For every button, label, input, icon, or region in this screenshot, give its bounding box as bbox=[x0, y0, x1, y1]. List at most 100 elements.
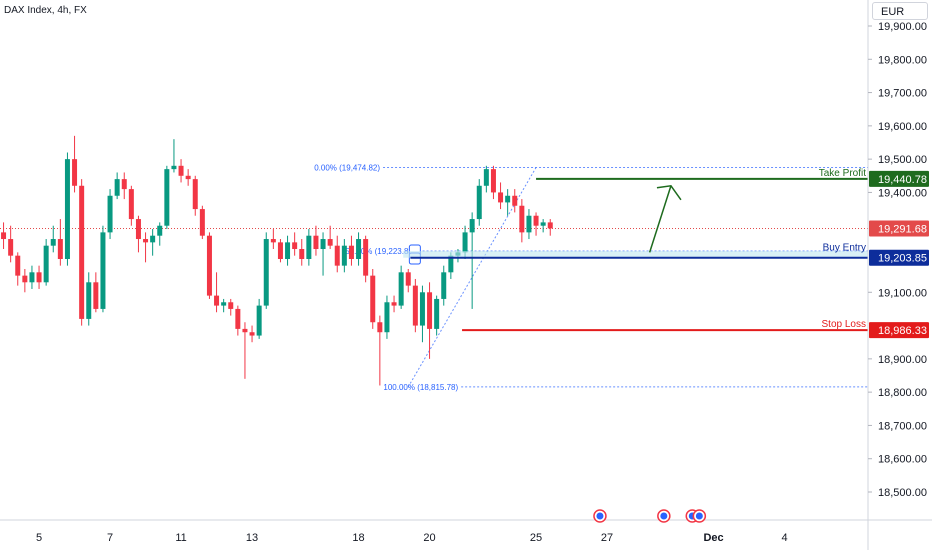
candle-body bbox=[285, 242, 291, 259]
candle-body bbox=[483, 169, 489, 186]
stop-loss-label: Stop Loss bbox=[822, 319, 866, 330]
price-tick-label: 19,700.00 bbox=[878, 88, 927, 100]
price-tick-label: 19,100.00 bbox=[878, 287, 927, 299]
candle-body bbox=[370, 275, 376, 323]
candle-body bbox=[263, 239, 269, 306]
candle-body bbox=[43, 245, 49, 283]
trade-levels: Take Profit Buy Entry Stop Loss bbox=[403, 168, 868, 332]
candle-body bbox=[235, 308, 241, 329]
candle-body bbox=[398, 272, 404, 306]
candle-body bbox=[505, 195, 511, 203]
candle-body bbox=[384, 302, 390, 333]
candle-body bbox=[547, 222, 553, 229]
projection-arrow-head bbox=[656, 184, 682, 201]
candle-body bbox=[178, 165, 184, 176]
candle-body bbox=[192, 179, 198, 210]
candle-body bbox=[533, 215, 539, 226]
current-price-tag: 19,291.68 bbox=[878, 223, 927, 235]
fib-retracement: 0.00% (19,474.82) 50.00% (19,223.88) 100.0… bbox=[314, 164, 868, 392]
candle-body bbox=[157, 225, 163, 236]
candle-body bbox=[526, 215, 532, 233]
candle-body bbox=[356, 239, 362, 259]
candle-body bbox=[206, 235, 212, 296]
candle-body bbox=[441, 272, 447, 299]
event-markers bbox=[593, 509, 707, 523]
candle-body bbox=[490, 169, 496, 193]
buy-entry-price-tag: 19,203.85 bbox=[878, 253, 927, 265]
price-tick-label: 19,600.00 bbox=[878, 121, 927, 133]
candle-body bbox=[86, 282, 92, 319]
time-tick-label: 5 bbox=[36, 532, 42, 544]
candle-body bbox=[292, 242, 298, 250]
price-tick-label: 18,600.00 bbox=[878, 454, 927, 466]
candle-body bbox=[277, 242, 283, 259]
candle-body bbox=[476, 185, 482, 220]
candle-body bbox=[519, 205, 525, 233]
candle-body bbox=[427, 292, 433, 329]
time-axis: 5 7 11 13 18 20 25 27 Dec 4 bbox=[0, 519, 932, 544]
candle-body bbox=[419, 292, 425, 326]
time-tick-label: 27 bbox=[601, 532, 613, 544]
fib-level-label: 0.00% (19,474.82) bbox=[314, 164, 380, 173]
candle-body bbox=[313, 235, 319, 250]
candle-body bbox=[50, 239, 56, 246]
time-tick-label: 11 bbox=[175, 532, 186, 544]
fib-level-label: 100.00% (18,815.78) bbox=[383, 383, 458, 392]
candle-body bbox=[199, 209, 205, 236]
candle-body bbox=[107, 195, 113, 233]
candle-body bbox=[498, 192, 504, 203]
candle-body bbox=[36, 272, 42, 283]
candle-body bbox=[114, 179, 120, 196]
candle-body bbox=[150, 235, 156, 243]
price-axis: 19,900.00 19,800.00 19,700.00 19,600.00 19,5… bbox=[867, 0, 929, 550]
event-marker-dot bbox=[596, 512, 604, 520]
projection-arrow-shaft bbox=[648, 185, 672, 253]
candle-body bbox=[412, 285, 418, 326]
price-tick-label: 18,900.00 bbox=[878, 354, 927, 366]
time-tick-label: 7 bbox=[107, 532, 113, 544]
candle-body bbox=[121, 179, 127, 190]
candle-body bbox=[462, 232, 468, 253]
candle-body bbox=[128, 189, 134, 220]
event-marker-dot bbox=[695, 512, 703, 520]
time-tick-label: 20 bbox=[423, 532, 435, 544]
price-tick-label: 19,800.00 bbox=[878, 54, 927, 66]
price-tick-label: 18,700.00 bbox=[878, 420, 927, 432]
candle-body bbox=[79, 185, 85, 319]
take-profit-price-tag-bg bbox=[869, 170, 929, 187]
candle-body bbox=[540, 222, 546, 226]
stop-loss-price-tag: 18,986.33 bbox=[878, 325, 927, 337]
candle-body bbox=[164, 169, 170, 226]
candle-body bbox=[299, 249, 305, 259]
candle-body bbox=[228, 302, 234, 309]
price-tick-label: 19,400.00 bbox=[878, 187, 927, 199]
candle-body bbox=[8, 239, 14, 256]
time-tick-label: 4 bbox=[781, 532, 787, 544]
candle-body bbox=[72, 159, 78, 186]
candle-body bbox=[377, 322, 383, 333]
currency-selector[interactable]: EUR bbox=[872, 2, 928, 20]
candle-body bbox=[363, 239, 369, 276]
candle-body bbox=[320, 239, 326, 250]
current-price-tag-bg bbox=[869, 220, 929, 237]
candle-body bbox=[434, 298, 440, 329]
buy-entry-label: Buy Entry bbox=[823, 243, 866, 254]
candle-body bbox=[214, 295, 220, 306]
fib-level-label: 50.00% (19,223.88) bbox=[345, 247, 416, 256]
price-tick-label: 19,500.00 bbox=[878, 154, 927, 166]
candle-body bbox=[448, 255, 454, 273]
candle-body bbox=[221, 302, 227, 306]
take-profit-price-tag: 19,440.78 bbox=[878, 174, 927, 186]
candle-body bbox=[341, 245, 347, 266]
candle-body bbox=[1, 232, 7, 240]
candle-body bbox=[270, 239, 276, 243]
buy-entry-price-tag-bg bbox=[869, 249, 929, 266]
candle-body bbox=[57, 239, 63, 259]
candle-body bbox=[256, 305, 262, 336]
candle-body bbox=[64, 159, 70, 259]
chart-title: DAX Index, 4h, FX bbox=[4, 5, 87, 16]
candle-body bbox=[469, 219, 475, 233]
candle-body bbox=[135, 219, 141, 240]
candle-body bbox=[15, 255, 21, 276]
